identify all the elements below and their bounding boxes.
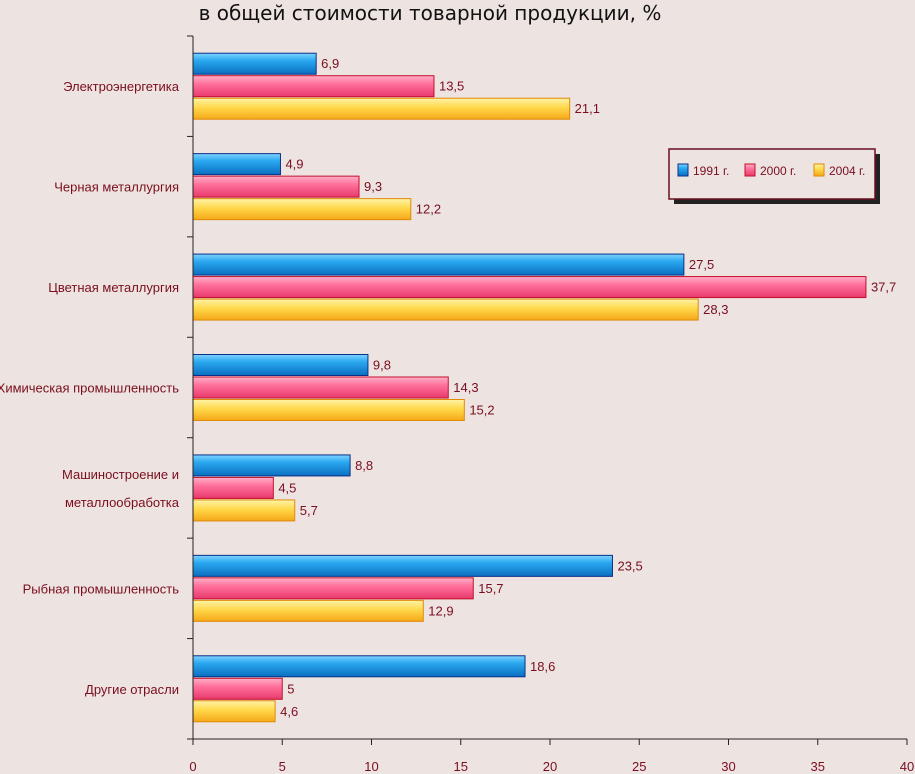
bar-2004-cat-2	[192, 298, 699, 321]
bars-layer: 6,9 13,5 21,1 4,9 9,3 12,2 27,5 37,7 28,3 9,8 14,3…	[192, 52, 896, 723]
value-label-2000-cat-4: 4,5	[278, 480, 296, 495]
legend-swatch-2004	[813, 163, 825, 177]
x-tick-label: 10	[364, 759, 378, 774]
bar-2000-cat-4	[192, 476, 274, 499]
value-label-1991-cat-6: 18,6	[530, 659, 555, 674]
bar-1991-cat-2	[192, 253, 685, 276]
value-label-2004-cat-0: 21,1	[575, 101, 600, 116]
value-label-2000-cat-1: 9,3	[364, 179, 382, 194]
category-label-2: Цветная металлургия	[48, 280, 179, 295]
value-label-2000-cat-2: 37,7	[871, 280, 896, 295]
category-label-0: Электроэнергетика	[63, 79, 180, 94]
bar-2004-cat-0	[192, 97, 571, 120]
value-label-2004-cat-2: 28,3	[703, 302, 728, 317]
bar-2000-cat-3	[192, 376, 449, 399]
legend-label-2000: 2000 г.	[760, 164, 796, 178]
category-label-6: Другие отрасли	[85, 682, 179, 697]
value-label-1991-cat-1: 4,9	[285, 157, 303, 172]
category-label-5: Рыбная промышленность	[23, 581, 180, 596]
x-tick-label: 30	[721, 759, 735, 774]
bar-2004-cat-5	[192, 599, 424, 622]
category-label-4: Машиностроение и металлообработка	[62, 467, 180, 510]
bar-1991-cat-3	[192, 354, 369, 376]
bar-1991-cat-6	[192, 655, 526, 678]
bar-1991-cat-1	[192, 153, 281, 176]
value-label-2004-cat-4: 5,7	[300, 503, 318, 518]
legend-label-2004: 2004 г.	[829, 164, 865, 178]
bar-1991-cat-4	[192, 454, 351, 477]
value-label-2004-cat-5: 12,9	[428, 603, 453, 618]
value-label-2004-cat-3: 15,2	[469, 403, 494, 418]
legend-label-1991: 1991 г.	[693, 164, 729, 178]
bar-2004-cat-3	[192, 399, 465, 421]
value-label-2000-cat-5: 15,7	[478, 581, 503, 596]
value-label-2004-cat-6: 4,6	[280, 704, 298, 719]
value-label-2000-cat-6: 5	[287, 681, 294, 696]
x-tick-label: 35	[811, 759, 825, 774]
bar-1991-cat-0	[192, 52, 317, 75]
value-label-1991-cat-5: 23,5	[617, 558, 642, 573]
value-label-1991-cat-2: 27,5	[689, 257, 714, 272]
category-label-1: Черная металлургия	[54, 180, 179, 195]
x-tick-label: 15	[454, 759, 468, 774]
value-label-2000-cat-3: 14,3	[453, 380, 478, 395]
x-tick-label: 20	[543, 759, 557, 774]
value-label-2000-cat-0: 13,5	[439, 79, 464, 94]
value-label-1991-cat-4: 8,8	[355, 458, 373, 473]
legend-swatch-2000	[744, 163, 756, 177]
x-tick-label: 0	[189, 759, 196, 774]
legend-box	[668, 148, 876, 200]
x-tick-label: 5	[279, 759, 286, 774]
bar-2000-cat-0	[192, 75, 435, 98]
legend: 1991 г. 2000 г. 2004 г.	[668, 148, 880, 204]
category-labels: Электроэнергетика Черная металлургия Цветн…	[0, 79, 180, 697]
bar-2004-cat-1	[192, 198, 412, 221]
x-tick-label: 40	[900, 759, 914, 774]
value-label-2004-cat-1: 12,2	[416, 202, 441, 217]
bar-2004-cat-6	[192, 700, 276, 723]
bar-2000-cat-6	[192, 677, 283, 700]
chart-title: в общей стоимости товарной продукции, %	[199, 1, 662, 25]
bar-2000-cat-1	[192, 175, 360, 198]
bar-2000-cat-5	[192, 577, 474, 600]
bar-2004-cat-4	[192, 499, 296, 522]
axes: 0 5 10 15 20 25 30 35 40	[187, 35, 914, 774]
value-label-1991-cat-3: 9,8	[373, 358, 391, 373]
value-label-1991-cat-0: 6,9	[321, 56, 339, 71]
category-label-3: Химическая промышленность	[0, 381, 179, 396]
bar-2000-cat-2	[192, 276, 867, 299]
bar-1991-cat-5	[192, 554, 613, 577]
x-tick-label: 25	[632, 759, 646, 774]
legend-swatch-1991	[677, 163, 689, 177]
